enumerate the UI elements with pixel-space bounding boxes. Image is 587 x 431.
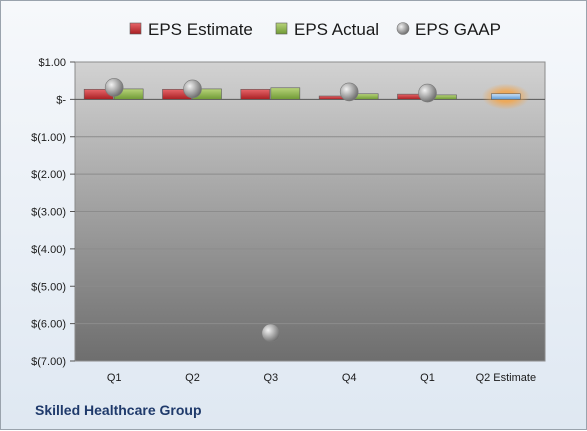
x-tick-label: Q3 bbox=[263, 372, 278, 384]
legend-label: EPS GAAP bbox=[415, 20, 501, 39]
gridlines bbox=[75, 61, 545, 362]
y-tick-label: $1.00 bbox=[38, 57, 66, 69]
x-tick-label: Q1 bbox=[420, 372, 435, 384]
y-tick-label: $(3.00) bbox=[31, 207, 66, 219]
y-tick-label: $(5.00) bbox=[31, 281, 66, 293]
eps-gaap-point bbox=[261, 323, 281, 343]
y-tick-label: $(1.00) bbox=[31, 132, 66, 144]
y-tick-label: $(7.00) bbox=[31, 356, 66, 368]
eps-estimate-bar bbox=[491, 93, 521, 100]
eps-estimate-bar bbox=[240, 88, 271, 100]
legend-label: EPS Estimate bbox=[148, 20, 253, 39]
legend-swatch bbox=[396, 22, 410, 35]
y-tick-label: $(4.00) bbox=[31, 244, 66, 256]
eps-gaap-point bbox=[104, 78, 124, 97]
y-tick-label: $(2.00) bbox=[31, 169, 66, 181]
gaap-points bbox=[104, 78, 437, 343]
eps-gaap-point bbox=[183, 79, 202, 99]
y-axis-ticks: $1.00 $- $(1.00) $(2.00) $(3.00) $(4.00) $(5.0… bbox=[31, 57, 75, 368]
x-axis-ticks: Q1 Q2 Q3 Q4 Q1 Q2 Estimate bbox=[107, 372, 536, 384]
legend: EPS Estimate EPS Actual EPS GAAP bbox=[129, 20, 501, 39]
x-tick-label: Q2 bbox=[185, 372, 200, 384]
bars bbox=[83, 83, 530, 110]
legend-swatch bbox=[129, 22, 142, 35]
legend-swatch bbox=[275, 22, 288, 35]
y-tick-label: $(6.00) bbox=[31, 319, 66, 331]
eps-gaap-point bbox=[339, 82, 359, 102]
legend-label: EPS Actual bbox=[294, 20, 379, 39]
company-name: Skilled Healthcare Group bbox=[35, 402, 202, 418]
x-tick-label: Q1 bbox=[107, 372, 122, 384]
eps-gaap-point bbox=[418, 83, 437, 103]
y-tick-label: $- bbox=[56, 94, 66, 106]
x-tick-label: Q2 Estimate bbox=[476, 372, 537, 384]
eps-actual-bar bbox=[270, 87, 301, 100]
x-tick-label: Q4 bbox=[342, 372, 357, 384]
